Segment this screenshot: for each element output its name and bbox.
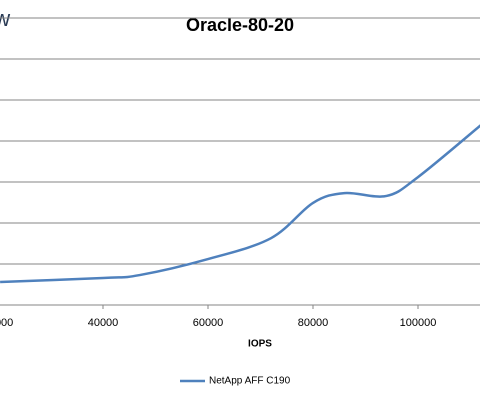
x-tick-label: 80000: [298, 317, 329, 329]
chart-title: Oracle-80-20: [186, 15, 294, 35]
series-line: [0, 124, 480, 284]
x-tick-label: 20000: [0, 317, 13, 329]
x-tick-label: 40000: [88, 317, 119, 329]
x-tick-label: 100000: [400, 317, 437, 329]
legend-label: NetApp AFF C190: [209, 376, 291, 387]
x-tick-label: 60000: [193, 317, 224, 329]
x-axis-label: IOPS: [248, 339, 272, 350]
